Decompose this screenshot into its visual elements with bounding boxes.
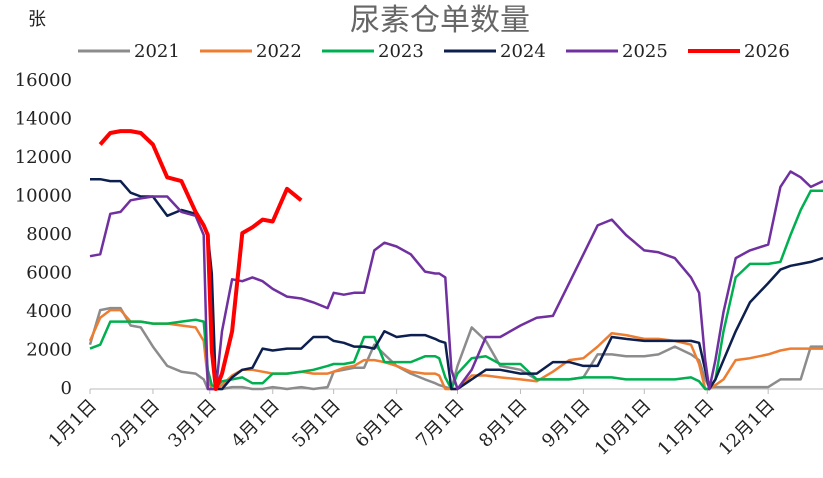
legend-label: 2021 xyxy=(134,41,180,62)
x-tick-label: 8月1日 xyxy=(475,395,532,452)
y-tick-label: 6000 xyxy=(26,263,72,284)
x-tick-label: 4月1日 xyxy=(227,395,284,452)
x-tick-label: 11月1日 xyxy=(654,395,719,460)
x-tick-label: 5月1日 xyxy=(288,395,345,452)
y-tick-label: 10000 xyxy=(15,186,72,207)
series-line xyxy=(98,129,303,391)
legend-label: 2025 xyxy=(622,41,668,62)
legend-label: 2022 xyxy=(256,41,302,62)
y-tick-label: 14000 xyxy=(15,109,72,130)
y-tick-label: 16000 xyxy=(15,70,72,91)
y-tick-label: 12000 xyxy=(15,147,72,168)
x-tick-label: 1月1日 xyxy=(45,395,102,452)
x-tick-label: 7月1日 xyxy=(412,395,469,452)
x-tick-label: 12月1日 xyxy=(715,395,780,460)
y-tick-label: 4000 xyxy=(26,301,72,322)
chart-title: 尿素仓单数量 xyxy=(350,3,530,38)
x-tick-label: 9月1日 xyxy=(538,395,595,452)
legend-label: 2024 xyxy=(500,41,546,62)
x-tick-label: 3月1日 xyxy=(164,395,221,452)
y-tick-label: 2000 xyxy=(26,340,72,361)
x-tick-label: 2月1日 xyxy=(108,395,165,452)
series-line xyxy=(90,177,823,391)
x-tick-label: 6月1日 xyxy=(351,395,408,452)
y-unit: 张 xyxy=(28,9,46,30)
y-tick-label: 0 xyxy=(61,378,72,399)
series-line xyxy=(89,170,823,391)
legend-label: 2023 xyxy=(378,41,424,62)
y-tick-label: 8000 xyxy=(26,224,72,245)
x-tick-label: 10月1日 xyxy=(591,395,656,460)
legend-label: 2026 xyxy=(744,41,790,62)
